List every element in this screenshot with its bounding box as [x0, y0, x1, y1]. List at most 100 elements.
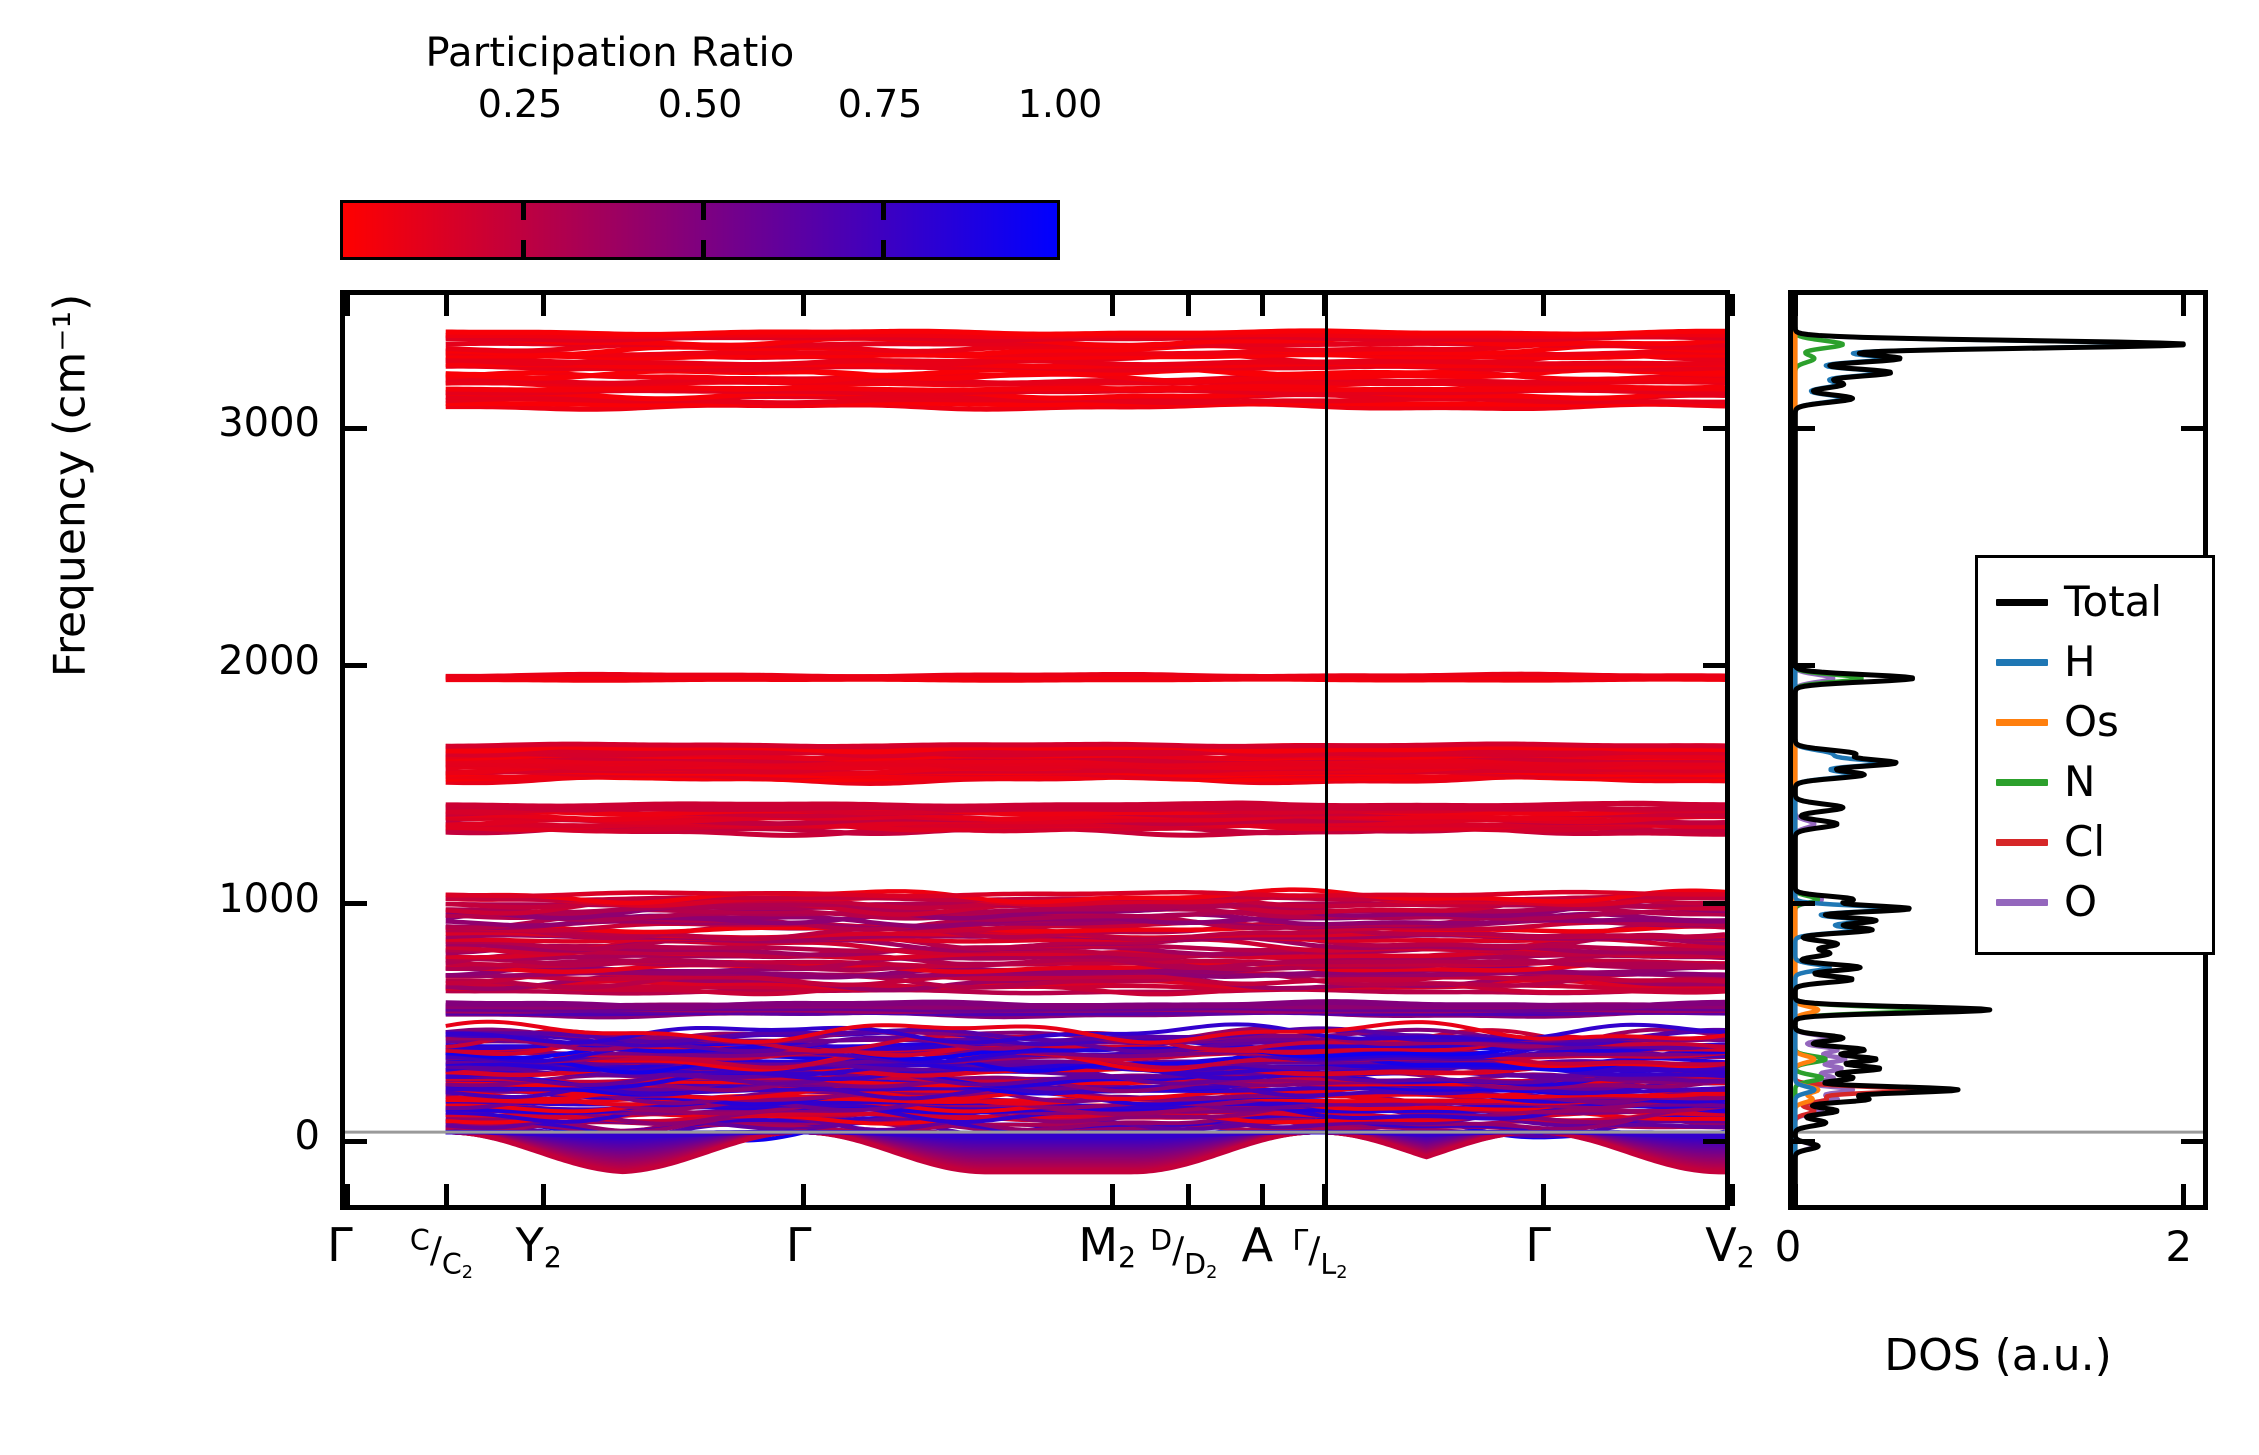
- phonon-band: [445, 909, 1725, 923]
- phonon-band: [445, 328, 1725, 337]
- dos-x-axis-label: DOS (a.u.): [1884, 1330, 2112, 1381]
- colorbar-tick-label: 0.50: [657, 82, 743, 126]
- phonon-band: [445, 1047, 1725, 1059]
- legend-label: Os: [2064, 697, 2119, 746]
- band-xtick-mark: [1730, 1184, 1735, 1206]
- phonon-band: [445, 887, 1725, 906]
- phonon-band: [445, 1067, 1725, 1080]
- colorbar-tick-mark: [700, 240, 706, 257]
- phonon-band: [445, 400, 1725, 408]
- band-xtick-label: M2: [1078, 1218, 1137, 1275]
- band-xtick-label: C/C2: [409, 1224, 474, 1284]
- band-xtick-label: Γ: [785, 1218, 812, 1272]
- y-tick-mark: [2181, 425, 2203, 431]
- colorbar: [340, 200, 1060, 260]
- y-tick-mark: [1793, 1138, 1815, 1144]
- colorbar-tick-mark: [700, 203, 706, 220]
- phonon-band: [445, 671, 1725, 680]
- phonon-band: [445, 822, 1725, 834]
- phonon-band: [445, 971, 1725, 990]
- y-tick-mark: [1703, 425, 1725, 431]
- y-tick-mark: [345, 663, 367, 669]
- band-ytick-labels: 0 1000 2000 3000: [150, 290, 320, 1210]
- colorbar-tick-mark: [520, 240, 526, 257]
- band-xtick-mark: [1259, 294, 1265, 316]
- legend-color-swatch: [1996, 658, 2048, 666]
- band-xtick-mark: [1540, 294, 1546, 316]
- band-xtick-label: Γ/L2: [1292, 1224, 1348, 1284]
- band-xtick-label: D/D2: [1150, 1224, 1218, 1284]
- band-xtick-mark: [801, 1184, 807, 1206]
- phonon-band: [445, 806, 1725, 817]
- band-ytick-label: 2000: [218, 637, 320, 684]
- legend-entry-o: O: [1996, 872, 2212, 932]
- phonon-band: [445, 999, 1725, 1011]
- colorbar-tick-label: 1.00: [1017, 82, 1103, 126]
- band-xtick-mark: [1540, 1184, 1546, 1206]
- legend-color-swatch: [1996, 778, 2048, 786]
- band-xtick-mark: [801, 294, 807, 316]
- colorbar-tick-labels: 0.25 0.50 0.75 1.00: [340, 82, 1103, 128]
- colorbar-title: Participation Ratio: [425, 30, 795, 76]
- phonon-band: [445, 946, 1725, 959]
- y-tick-mark: [1703, 901, 1725, 907]
- legend-entry-h: H: [1996, 632, 2212, 692]
- y-tick-mark: [1793, 663, 1815, 669]
- phonon-band: [445, 893, 1725, 908]
- legend-label: H: [2064, 637, 2096, 686]
- phonon-band: [445, 352, 1725, 361]
- band-xtick-label: Γ: [1525, 1218, 1551, 1272]
- band-xtick-label: A: [1241, 1218, 1274, 1272]
- y-tick-mark: [345, 901, 367, 907]
- phonon-band: [445, 1047, 1725, 1062]
- colorbar-tick-label: 0.75: [837, 82, 923, 126]
- phonon-band: [445, 388, 1725, 402]
- colorbar-tick-label: 0.25: [477, 82, 563, 126]
- dos-xtick-mark: [2181, 294, 2187, 316]
- band-y-axis-label: Frequency (cm⁻¹): [44, 293, 96, 678]
- band-xtick-mark: [443, 294, 449, 316]
- band-xtick-mark: [1109, 294, 1115, 316]
- phonon-band: [445, 334, 1725, 349]
- phonon-band: [445, 889, 1725, 899]
- phonon-band: [445, 749, 1725, 758]
- band-curves: [345, 328, 1725, 1175]
- kpath-divider: [1324, 295, 1328, 1205]
- y-tick-mark: [2181, 1138, 2203, 1144]
- band-xtick-mark: [345, 1184, 350, 1206]
- dos-xtick-mark: [1793, 1184, 1798, 1206]
- phonon-band: [445, 379, 1725, 393]
- legend-entry-total: Total: [1996, 572, 2212, 632]
- legend-color-swatch: [1996, 898, 2048, 906]
- legend-color-swatch: [1996, 838, 2048, 846]
- phonon-band: [445, 1019, 1725, 1045]
- phonon-band: [445, 951, 1725, 967]
- y-tick-mark: [345, 425, 367, 431]
- dos-xtick-label: 0: [1774, 1222, 1802, 1271]
- phonon-band: [445, 932, 1725, 952]
- legend-entry-cl: Cl: [1996, 812, 2212, 872]
- band-xtick-mark: [1186, 1184, 1192, 1206]
- dos-xtick-mark: [1793, 294, 1798, 316]
- band-xtick-label: Y2: [515, 1218, 562, 1275]
- legend-entry-n: N: [1996, 752, 2212, 812]
- band-xtick-mark: [541, 294, 547, 316]
- band-xtick-label: V2: [1705, 1218, 1755, 1275]
- legend-color-swatch: [1996, 598, 2048, 606]
- band-ytick-label: 0: [294, 1113, 320, 1160]
- colorbar-tick-mark: [880, 240, 886, 257]
- dos-plot-clip: [1793, 295, 2203, 1205]
- phonon-band: [445, 1107, 1725, 1134]
- band-xtick-mark: [1730, 294, 1735, 316]
- band-xtick-mark: [1109, 1184, 1115, 1206]
- dos-xtick-mark: [2181, 1184, 2187, 1206]
- y-tick-mark: [1703, 1138, 1725, 1144]
- dos-xtick-label: 2: [2165, 1222, 2193, 1271]
- legend-label: Cl: [2064, 817, 2105, 866]
- phonon-band: [445, 809, 1725, 822]
- dos-curve-total: [1793, 302, 2186, 1205]
- phonon-band: [445, 1047, 1725, 1075]
- phonon-band: [445, 1070, 1725, 1094]
